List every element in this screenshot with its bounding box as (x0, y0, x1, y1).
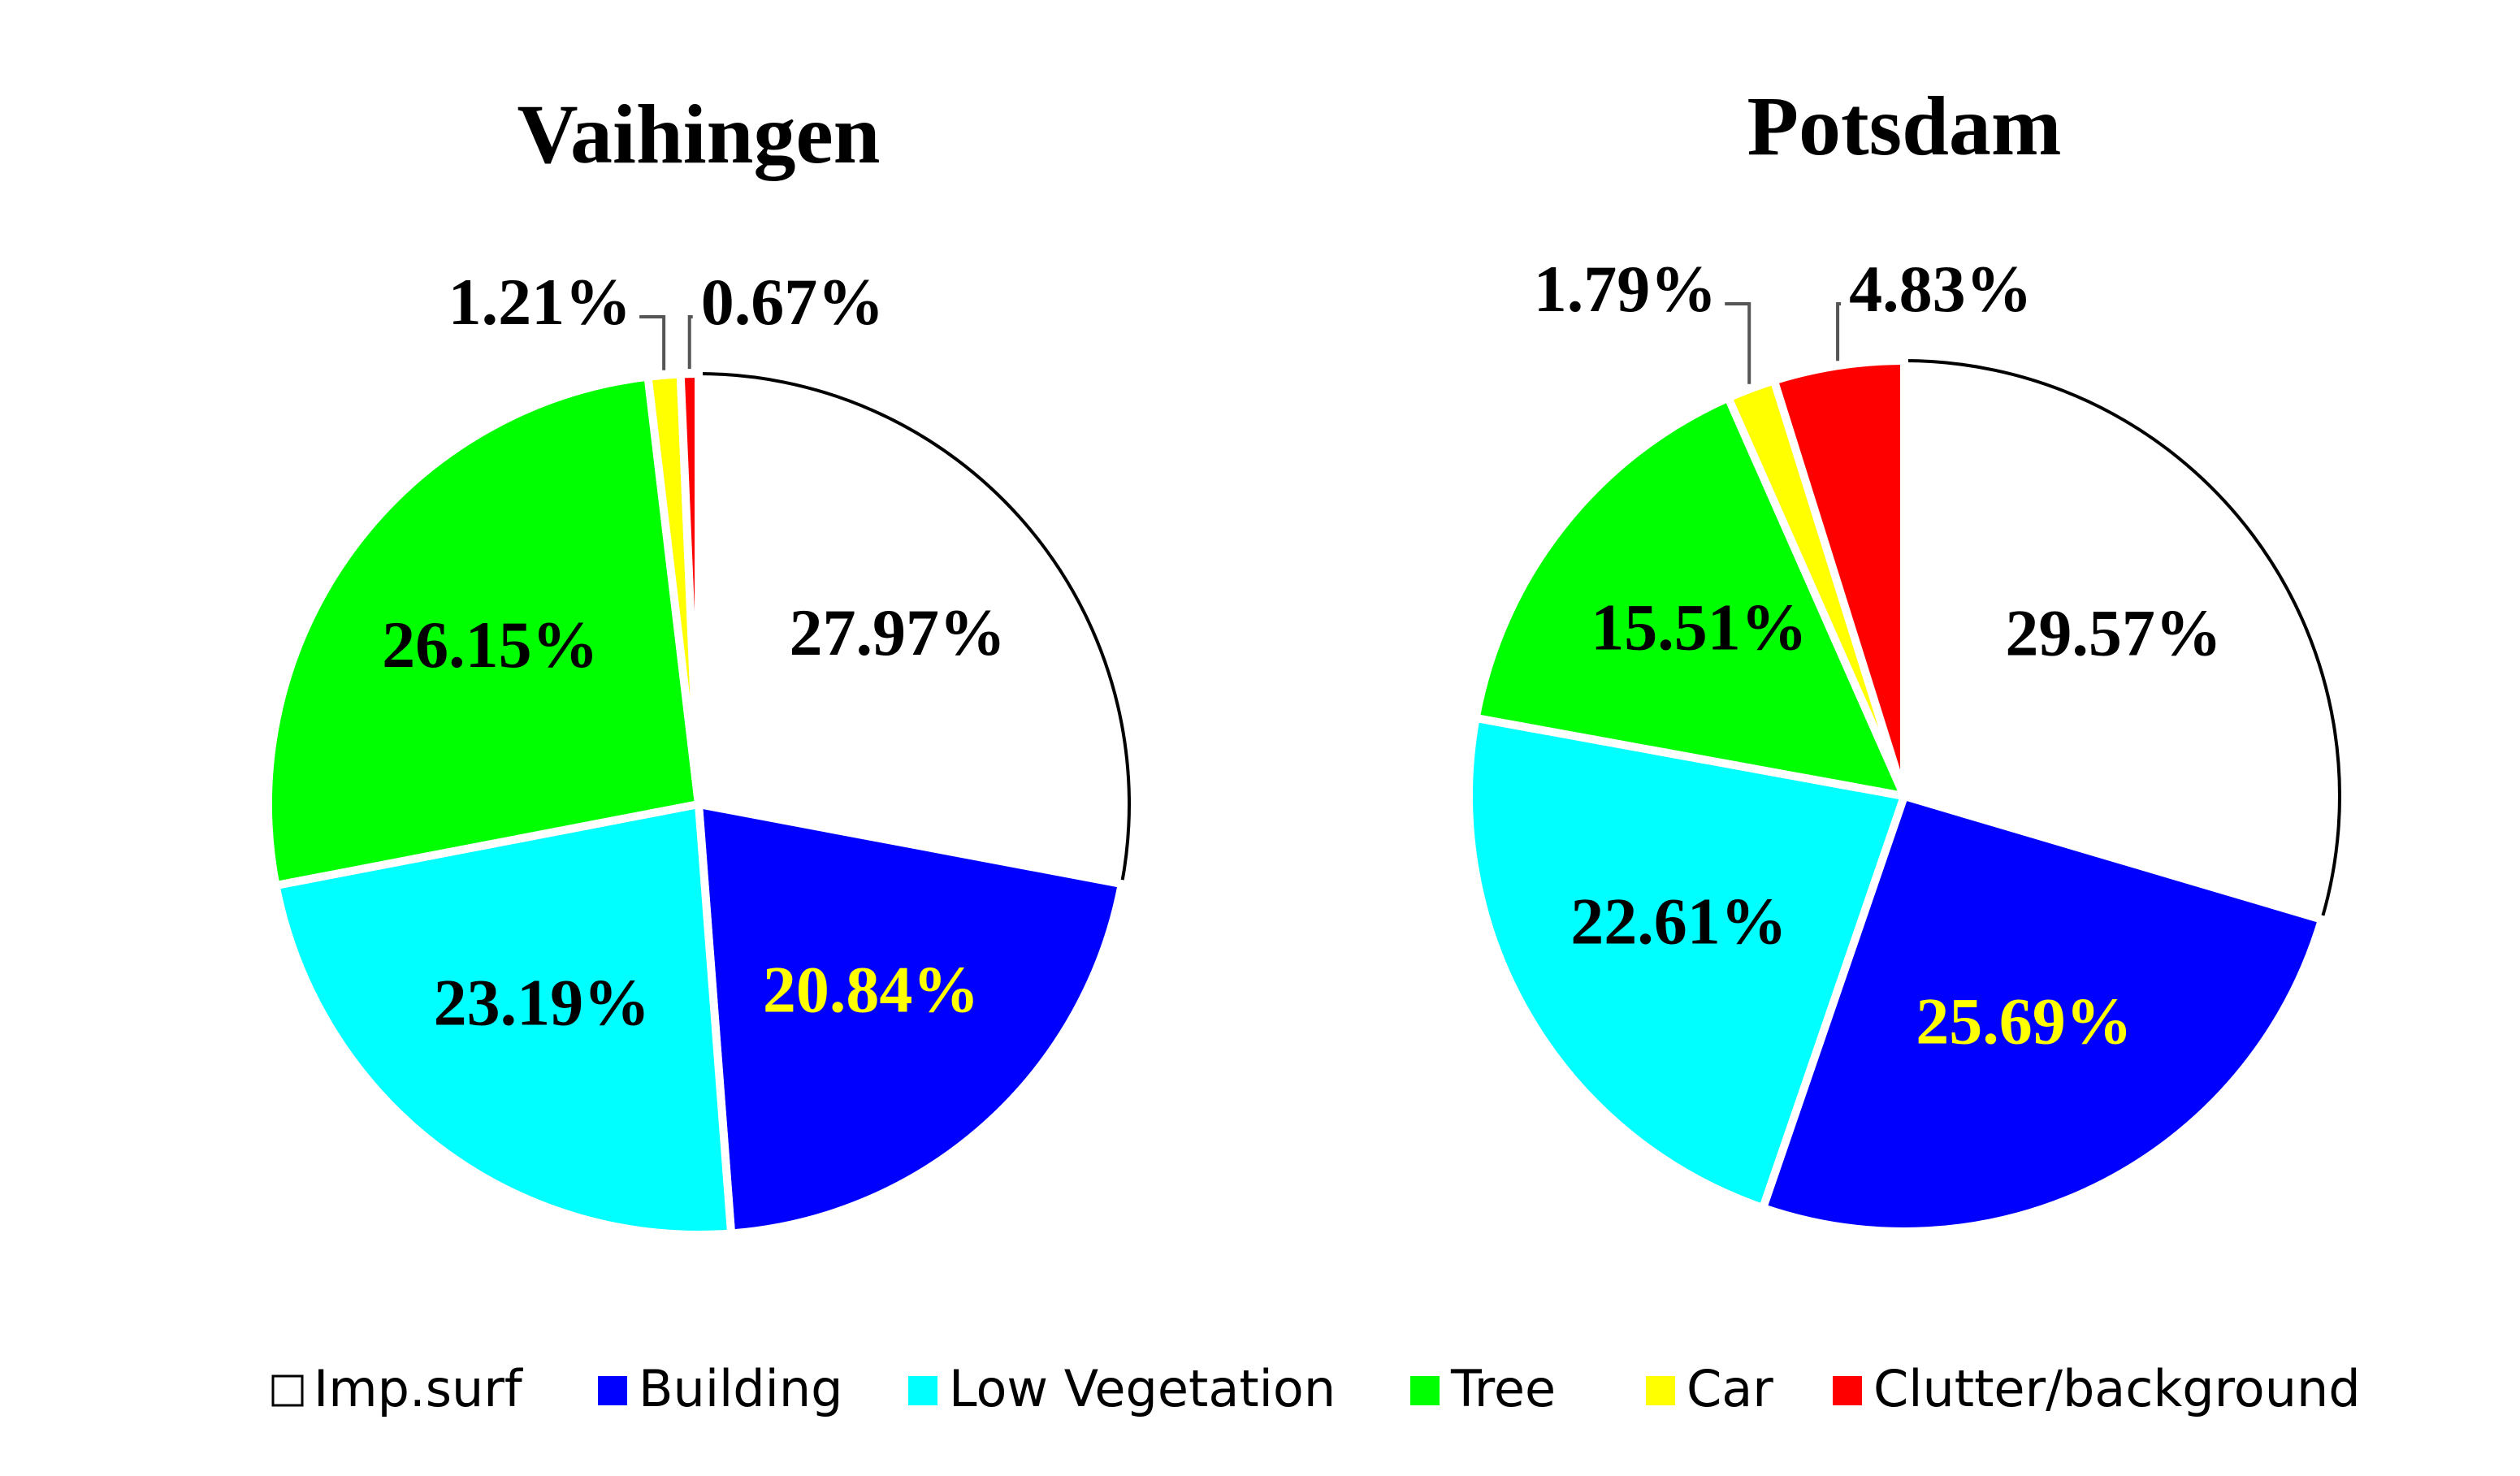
data-label: 22.61% (1570, 884, 1787, 958)
pie-slice (264, 372, 704, 890)
data-label: 15.51% (1591, 591, 1808, 664)
pie-slice (694, 799, 1127, 1238)
data-label: 26.15% (382, 608, 599, 682)
leader-line (1836, 302, 1842, 361)
pie-slice (271, 799, 736, 1239)
pie-slice (676, 369, 703, 805)
leader-line (1725, 302, 1751, 384)
legend-swatch (271, 1374, 304, 1407)
data-label: 29.57% (2005, 595, 2222, 669)
legend-swatch (598, 1376, 627, 1405)
data-label: 20.84% (763, 953, 980, 1027)
data-label: 1.79% (1534, 252, 1717, 326)
data-label: 23.19% (434, 965, 651, 1039)
leader-line (687, 315, 693, 370)
data-label: 4.83% (1849, 252, 2033, 326)
pie-slice (1470, 392, 1912, 802)
legend-swatch (1833, 1376, 1862, 1405)
legend-label: Tree (1450, 1359, 1556, 1418)
pie-slice (1769, 356, 1908, 798)
legend-swatch (1646, 1376, 1675, 1405)
leader-line (639, 315, 666, 370)
chart-title: Vaihingen (517, 88, 880, 181)
pie-slice (1465, 713, 1910, 1214)
pie-slice (1757, 790, 2327, 1236)
legend-label: Imp.surf (314, 1359, 524, 1418)
legend-label: Building (639, 1359, 843, 1418)
legend-swatch (1410, 1376, 1440, 1405)
legend-label: Car (1686, 1359, 1773, 1418)
legend-swatch (908, 1376, 937, 1405)
data-label: 1.21% (448, 265, 632, 339)
chart-title: Potsdam (1747, 80, 2061, 173)
data-label: 0.67% (701, 265, 885, 339)
slice-outline (1903, 359, 2341, 920)
legend-label: Low Vegetation (949, 1359, 1336, 1418)
data-label: 25.69% (1916, 985, 2132, 1058)
data-label: 27.97% (790, 595, 1007, 669)
legend-label: Clutter/background (1873, 1359, 2361, 1418)
slice-outline (698, 372, 1131, 885)
